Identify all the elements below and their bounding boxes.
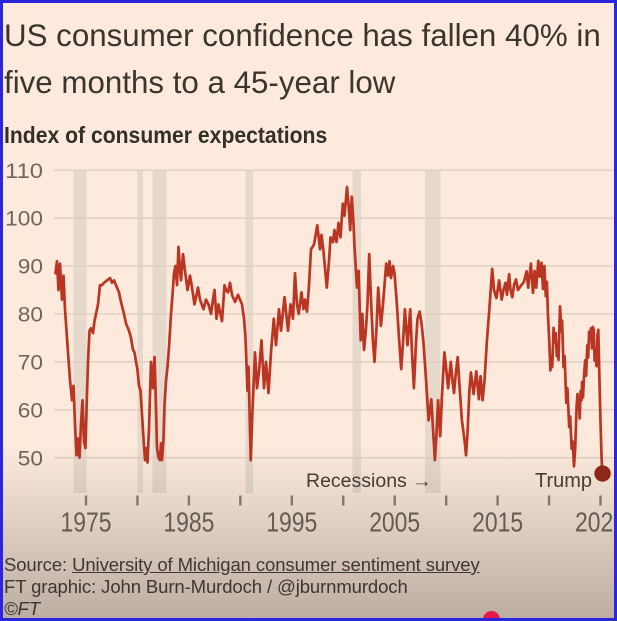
trump-annotation: Trump [535, 470, 593, 492]
latest-value-dot [594, 465, 611, 482]
y-tick-label: 110 [5, 160, 43, 183]
y-tick-label: 90 [18, 256, 43, 279]
recessions-annotation: Recessions → [306, 470, 432, 492]
footer: Source: University of Michigan consumer … [4, 554, 480, 619]
recession-band [137, 170, 144, 493]
y-tick-label: 60 [18, 399, 43, 422]
y-tick-label: 70 [18, 351, 43, 374]
x-tick-label: 1985 [163, 507, 214, 538]
y-tick-label: 100 [5, 208, 43, 231]
y-tick-label: 50 [18, 447, 43, 470]
recession-band [245, 170, 254, 493]
y-tick-label: 80 [18, 304, 43, 327]
source-prefix: Source: [4, 554, 73, 575]
chart-title: US consumer confidence has fallen 40% in… [4, 18, 601, 101]
source-line: Source: University of Michigan consumer … [4, 554, 480, 576]
x-tick-label: 1975 [61, 507, 112, 538]
x-axis-labels: 1975 1985 1995 2005 2015 2025 [61, 507, 617, 538]
consumer-expectations-line [54, 185, 604, 475]
chart-subtitle: Index of consumer expectations [4, 122, 328, 148]
x-tick-label: 2025 [575, 507, 617, 538]
x-tick-label: 2015 [472, 507, 523, 538]
x-axis-ticks [84, 495, 602, 506]
credit-line: FT graphic: John Burn-Murdoch / @jburnmu… [4, 575, 408, 597]
copyright: ©FT [4, 597, 40, 619]
y-axis-labels: 110 100 90 80 70 60 50 [5, 160, 43, 471]
x-tick-label: 2005 [369, 507, 420, 538]
source-link[interactable]: University of Michigan consumer sentimen… [72, 554, 480, 575]
player-playhead-icon[interactable] [483, 611, 500, 621]
x-tick-label: 1995 [266, 507, 317, 538]
recession-band [352, 170, 362, 493]
